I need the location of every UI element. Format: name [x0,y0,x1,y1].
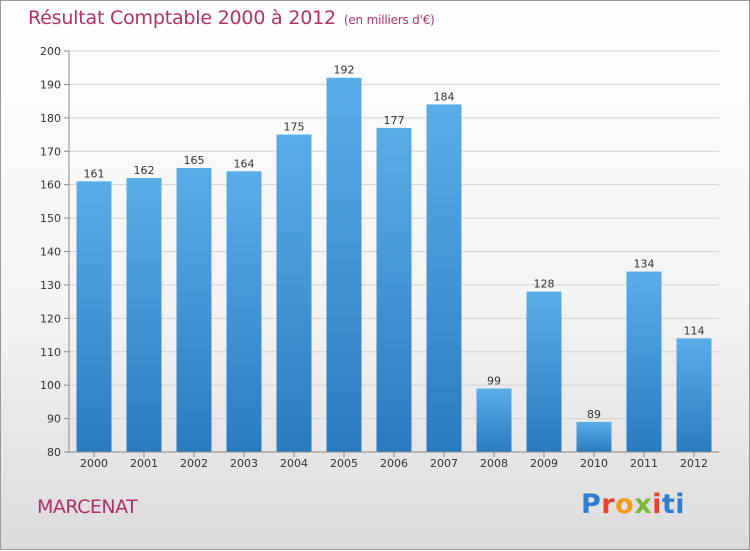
data-label: 165 [184,154,205,167]
x-tick-label: 2005 [330,457,358,470]
bar [376,127,412,452]
y-tick-label: 80 [47,446,61,459]
y-tick-label: 150 [40,212,61,225]
bar [326,77,362,452]
bar [176,167,212,453]
bar [626,271,662,452]
data-label: 175 [284,121,305,134]
data-label: 162 [134,164,155,177]
bar [126,177,162,452]
data-label: 192 [334,64,355,77]
data-label: 161 [84,167,105,180]
y-tick-label: 120 [40,312,61,325]
bar [676,338,712,452]
y-tick-label: 190 [40,78,61,91]
x-tick-label: 2000 [80,457,108,470]
y-tick-label: 180 [40,112,61,125]
y-tick-label: 200 [40,45,61,58]
data-label: 164 [234,157,255,170]
chart-subtitle: (en milliers d'€) [343,13,435,27]
x-tick-label: 2004 [280,457,308,470]
data-label: 89 [587,408,601,421]
y-tick-label: 90 [47,413,61,426]
x-tick-label: 2002 [180,457,208,470]
y-tick-label: 140 [40,246,61,259]
bar [226,171,262,453]
data-label: 184 [434,90,455,103]
data-label: 99 [487,375,501,388]
x-tick-label: 2008 [480,457,508,470]
y-tick-label: 170 [40,145,61,158]
bar [76,181,112,452]
x-tick-label: 2001 [130,457,158,470]
bar [476,388,512,452]
x-tick-label: 2006 [380,457,408,470]
x-tick-label: 2009 [530,457,558,470]
title-text: Résultat Comptable 2000 à 2012 [28,7,336,29]
city-name: MARCENAT [37,496,138,518]
y-tick-label: 160 [40,179,61,192]
x-tick-label: 2010 [580,457,608,470]
data-label: 128 [534,278,555,291]
bar [426,104,462,452]
y-tick-label: 130 [40,279,61,292]
x-tick-label: 2003 [230,457,258,470]
data-label: 114 [684,324,705,337]
bar [526,291,562,452]
x-tick-label: 2007 [430,457,458,470]
data-label: 177 [384,114,405,127]
y-tick-label: 110 [40,346,61,359]
y-tick-label: 100 [40,379,61,392]
proxiti-logo: Proxiti [581,489,686,520]
x-tick-label: 2011 [630,457,658,470]
bar [276,134,312,452]
bar [576,421,612,452]
data-label: 134 [634,258,655,271]
x-tick-label: 2012 [680,457,708,470]
chart-title: Résultat Comptable 2000 à 2012 (en millie… [28,7,435,29]
